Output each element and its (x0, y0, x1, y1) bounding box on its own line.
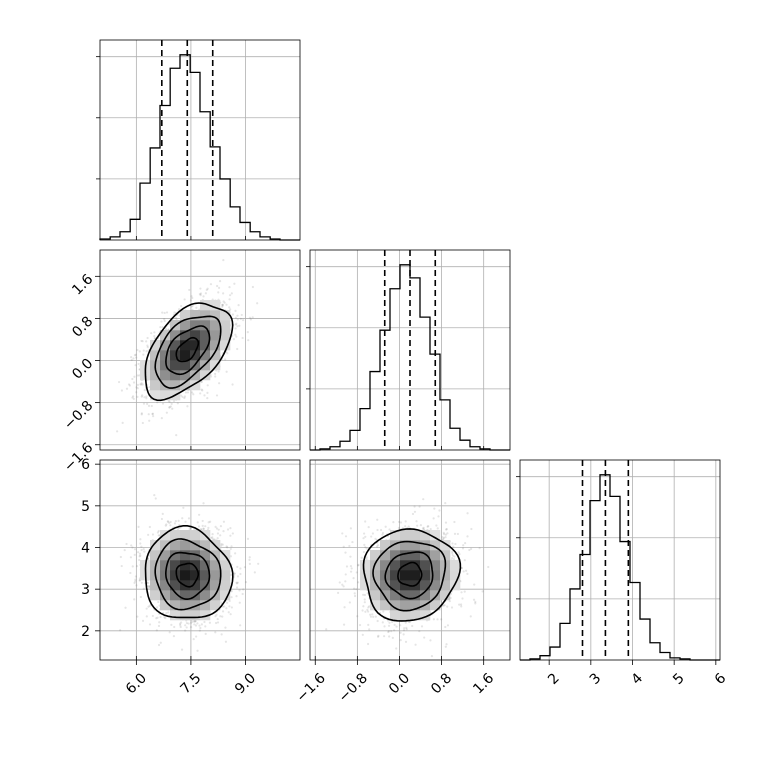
y-tick-label: 5 (81, 499, 90, 515)
axes-frame (309, 459, 511, 661)
contour-level-2 (154, 538, 222, 611)
histogram-step-2 (520, 474, 720, 661)
contour-level-0 (175, 336, 200, 363)
grid-lines (310, 250, 510, 450)
x-tick-label: −0.8 (336, 670, 371, 705)
contour-level-2 (372, 540, 447, 612)
contour-level-1 (164, 551, 211, 601)
contour-lines (144, 302, 234, 402)
histogram-step-0 (99, 54, 300, 241)
contour-level-3 (144, 302, 234, 402)
x-tick-label: 0.8 (428, 670, 455, 697)
x-tick-label: 0.0 (386, 670, 413, 697)
contour-lines (362, 528, 462, 622)
contour-level-1 (384, 551, 434, 600)
grid-lines (520, 460, 720, 660)
x-tick-label: 7.5 (177, 670, 204, 697)
y-tick-label: 2 (81, 624, 90, 640)
y-tick-label: 4 (81, 541, 90, 557)
x-tick-label: 1.6 (470, 670, 497, 697)
density-shading (360, 530, 461, 621)
contour-level-1 (165, 325, 211, 376)
axes-frame (99, 459, 301, 661)
grid-lines (100, 460, 300, 660)
axes-frame (99, 39, 301, 241)
contour-level-0 (175, 562, 200, 588)
contour-level-2 (154, 315, 222, 389)
x-tick-label: 3 (587, 670, 605, 688)
contour-level-3 (362, 528, 462, 622)
contour-level-0 (397, 561, 423, 587)
histogram-panel-1 (306, 249, 511, 451)
histogram-panel-2 (516, 459, 721, 661)
axes-frame (519, 459, 721, 661)
x-tick-label: 4 (628, 670, 646, 688)
y-tick-label: 6 (81, 457, 90, 473)
contour-level-3 (144, 525, 234, 619)
histogram-panel-0 (96, 39, 301, 241)
y-tick-label: 0.8 (69, 313, 96, 340)
x-tick-label: 5 (670, 670, 688, 688)
axes-frame (309, 249, 511, 451)
axes-frame (99, 249, 301, 451)
scatter-panel-1 (99, 459, 301, 661)
x-tick-label: 2 (545, 670, 563, 688)
grid-lines (100, 40, 300, 240)
x-tick-label: 9.0 (232, 670, 259, 697)
x-tick-label: −1.6 (294, 670, 329, 705)
contour-lines (144, 525, 234, 619)
scatter-panel-0 (99, 249, 301, 451)
y-tick-label: 0.0 (69, 356, 96, 383)
y-tick-label: −1.6 (61, 440, 96, 475)
x-tick-label: 6 (712, 670, 730, 688)
x-tick-label: 6.0 (123, 670, 150, 697)
y-tick-label: 1.6 (69, 271, 96, 298)
y-tick-label: 3 (81, 582, 90, 598)
scatter-panel-2 (309, 459, 511, 661)
y-tick-label: −0.8 (61, 398, 96, 433)
